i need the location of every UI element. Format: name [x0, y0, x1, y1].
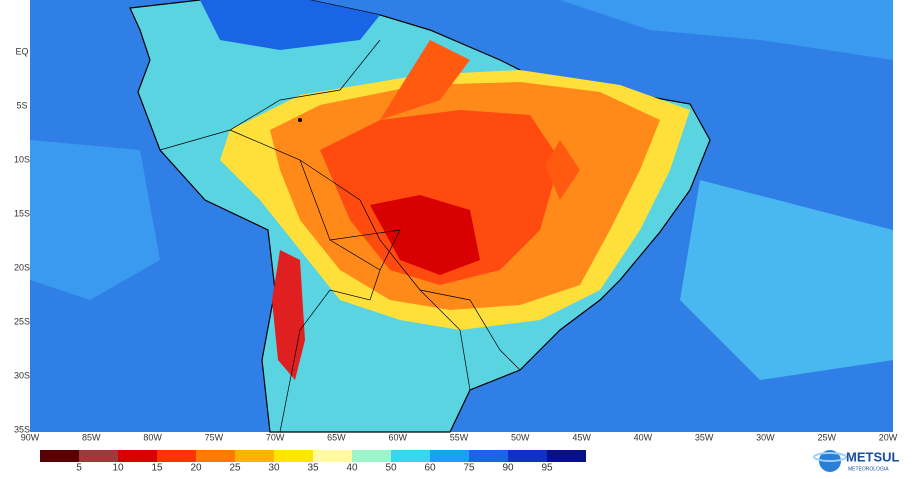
lon-label: 85W: [82, 432, 101, 442]
lon-label: 75W: [205, 432, 224, 442]
lon-label: 40W: [634, 432, 653, 442]
lat-label: 30S: [14, 370, 30, 380]
colorbar-segment: [430, 450, 469, 462]
lon-label: 65W: [327, 432, 346, 442]
lat-label: 25S: [14, 316, 30, 326]
logo-ring: [813, 452, 847, 462]
lat-label: 35S: [14, 424, 30, 434]
colorbar: 5 10 15 20 25 30 35 40 50 60 75 90 95: [40, 450, 586, 474]
lon-label: 35W: [695, 432, 714, 442]
colorbar-label: 50: [385, 463, 397, 474]
lon-label: 45W: [572, 432, 591, 442]
lon-label: 55W: [450, 432, 469, 442]
lon-label: 25W: [817, 432, 836, 442]
colorbar-segment: [40, 450, 79, 462]
lon-label: 30W: [756, 432, 775, 442]
colorbar-label: 35: [307, 463, 319, 474]
colorbar-segment: [235, 450, 274, 462]
colorbar-label: 90: [502, 463, 514, 474]
colorbar-segment: [547, 450, 586, 462]
logo-name: METSUL: [846, 449, 900, 464]
colorbar-label: 40: [346, 463, 358, 474]
colorbar-segment: [157, 450, 196, 462]
lon-label: 60W: [388, 432, 407, 442]
colorbar-label: 60: [424, 463, 436, 474]
lat-label: 10S: [14, 154, 30, 164]
colorbar-segment: [196, 450, 235, 462]
marker: [298, 118, 302, 122]
borders: [159, 39, 521, 433]
colorbar-label: 30: [268, 463, 280, 474]
humidity-zone: [380, 40, 580, 200]
logo: METSUL METEOROLOGIA: [813, 449, 900, 472]
ocean-light: [560, 0, 893, 60]
colorbar-segment: [313, 450, 352, 462]
lon-label: 50W: [511, 432, 530, 442]
lon-label: 20W: [879, 432, 898, 442]
lat-label: 5S: [16, 100, 27, 110]
logo-tagline: METEOROLOGIA: [848, 466, 889, 472]
colorbar-label: 5: [76, 463, 82, 474]
ocean-light: [30, 140, 160, 300]
colorbar-label: 10: [112, 463, 124, 474]
colorbar-segment: [391, 450, 430, 462]
colorbar-segment: [274, 450, 313, 462]
lon-axis: 90W 85W 80W 75W 70W 65W 60W 55W 50W 45W 40W 35W 30W 2…: [21, 432, 898, 442]
humidity-zone: [320, 110, 560, 285]
colorbar-label: 15: [151, 463, 163, 474]
colorbar-segment: [508, 450, 547, 462]
colorbar-segment: [469, 450, 508, 462]
lat-axis: EQ 5S 10S 15S 20S 25S 30S 35S: [14, 46, 30, 434]
colorbar-label: 75: [463, 463, 475, 474]
lat-label: 15S: [14, 208, 30, 218]
map: [30, 0, 893, 433]
colorbar-segment: [352, 450, 391, 462]
colorbar-label: 20: [190, 463, 202, 474]
colorbar-label: 95: [541, 463, 553, 474]
lat-label: 20S: [14, 262, 30, 272]
ocean-light: [680, 180, 893, 380]
colorbar-segment: [79, 450, 118, 462]
lon-label: 90W: [21, 432, 40, 442]
colorbar-label: 25: [229, 463, 241, 474]
lon-label: 70W: [266, 432, 285, 442]
lat-label: EQ: [15, 46, 28, 56]
humidity-zone: [370, 195, 480, 275]
colorbar-segment: [118, 450, 157, 462]
humidity-zone: [200, 0, 380, 50]
lon-label: 80W: [143, 432, 162, 442]
